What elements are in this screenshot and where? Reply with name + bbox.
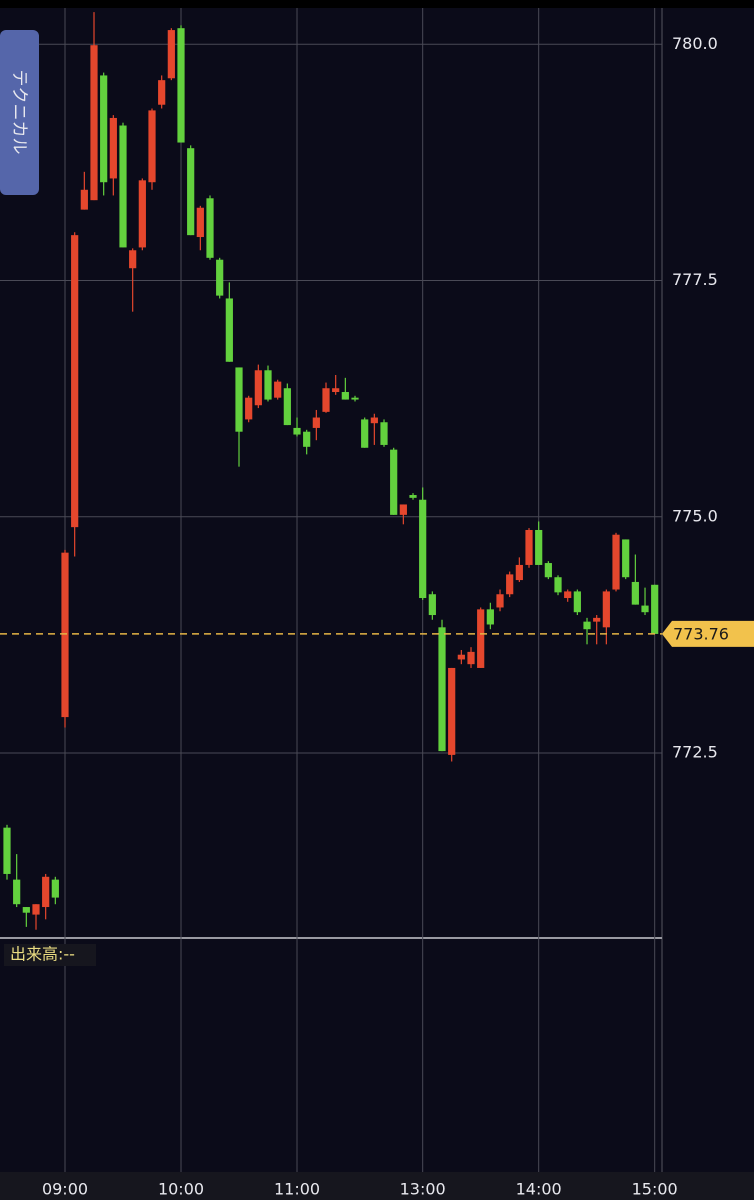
candle-body (254, 370, 262, 406)
y-tick-label: 772.5 (672, 743, 718, 762)
x-tick-label: 13:00 (400, 1180, 446, 1199)
candle-body (573, 591, 581, 613)
candle-body (71, 235, 79, 528)
candle-body (380, 422, 388, 445)
candle-body (612, 534, 620, 590)
candle-body (167, 30, 175, 79)
overlay: テクニカル 出来高:-- 772.5 775.0 777.5 780.0 09:00 10… (0, 30, 754, 1199)
candle-body (322, 388, 330, 412)
candle-body (206, 198, 214, 258)
candle-body (351, 397, 359, 400)
candle-body (651, 584, 659, 634)
volume-label-box (4, 944, 96, 966)
candle-body (138, 180, 146, 248)
candle-body (370, 417, 378, 424)
candle-body (332, 388, 340, 393)
candle-body (467, 651, 475, 665)
candle-body (129, 250, 137, 269)
candle-body (361, 419, 369, 448)
candle-body (486, 609, 494, 625)
candle-body (177, 28, 185, 143)
candle-body (3, 827, 11, 874)
technical-button-label[interactable]: テクニカル (9, 70, 29, 155)
candle-body (525, 529, 533, 565)
candle-body (109, 117, 117, 179)
x-tick-label: 11:00 (274, 1180, 320, 1199)
volume-label: 出来高:-- (10, 945, 75, 964)
top-strip (0, 0, 754, 8)
time-axis-band (0, 1172, 754, 1200)
candle-body (216, 259, 224, 296)
candle-body (148, 110, 156, 183)
candle-body (438, 627, 446, 752)
y-tick-label: 777.5 (672, 270, 718, 289)
candle-body (390, 449, 398, 515)
y-tick-label: 775.0 (672, 506, 718, 525)
candle-body (602, 591, 610, 628)
candle-body (303, 431, 311, 447)
candle-body (158, 80, 166, 105)
candle-body (544, 563, 552, 578)
candle-body (61, 552, 69, 718)
current-price-tag (662, 620, 754, 647)
candle-body (593, 617, 601, 622)
candle-body (90, 45, 98, 201)
candle-body (80, 189, 88, 210)
candle-body (42, 876, 50, 908)
candle-body (51, 879, 59, 898)
candle-body (274, 381, 282, 398)
candle-body (283, 388, 291, 426)
candle-body (264, 370, 272, 400)
candle-body (187, 148, 195, 236)
candle-body (293, 427, 301, 435)
x-tick-label: 15:00 (632, 1180, 678, 1199)
y-tick-label: 780.0 (672, 34, 718, 53)
candle-body (32, 904, 40, 915)
candle-body (477, 609, 485, 668)
candle-body (535, 529, 543, 565)
technical-button[interactable] (0, 30, 39, 195)
candle-body (409, 495, 417, 498)
x-tick-label: 10:00 (158, 1180, 204, 1199)
candle-body (564, 591, 572, 599)
candle-body (22, 907, 30, 913)
current-price-label: 773.76 (673, 624, 729, 643)
candle-body (399, 504, 407, 515)
candles (3, 12, 659, 930)
candle-body (457, 654, 465, 660)
candle-body (100, 75, 108, 183)
candle-body (312, 417, 320, 428)
candle-body (341, 392, 349, 400)
candle-body (631, 581, 639, 605)
candle-body (506, 574, 514, 595)
x-tick-label: 09:00 (42, 1180, 88, 1199)
candle-body (554, 577, 562, 593)
candle-body (641, 605, 649, 613)
candle-body (622, 539, 630, 578)
candle-body (13, 879, 21, 905)
candle-body (419, 499, 427, 599)
candle-body (245, 397, 253, 420)
candle-body (496, 594, 504, 608)
candle-body (225, 298, 233, 362)
candle-body (235, 367, 243, 432)
candle-body (448, 667, 456, 755)
x-tick-label: 14:00 (516, 1180, 562, 1199)
candle-body (583, 621, 591, 630)
candle-body (196, 207, 204, 238)
candle-body (515, 564, 523, 581)
candle-body (119, 125, 127, 248)
candle-body (428, 594, 436, 616)
